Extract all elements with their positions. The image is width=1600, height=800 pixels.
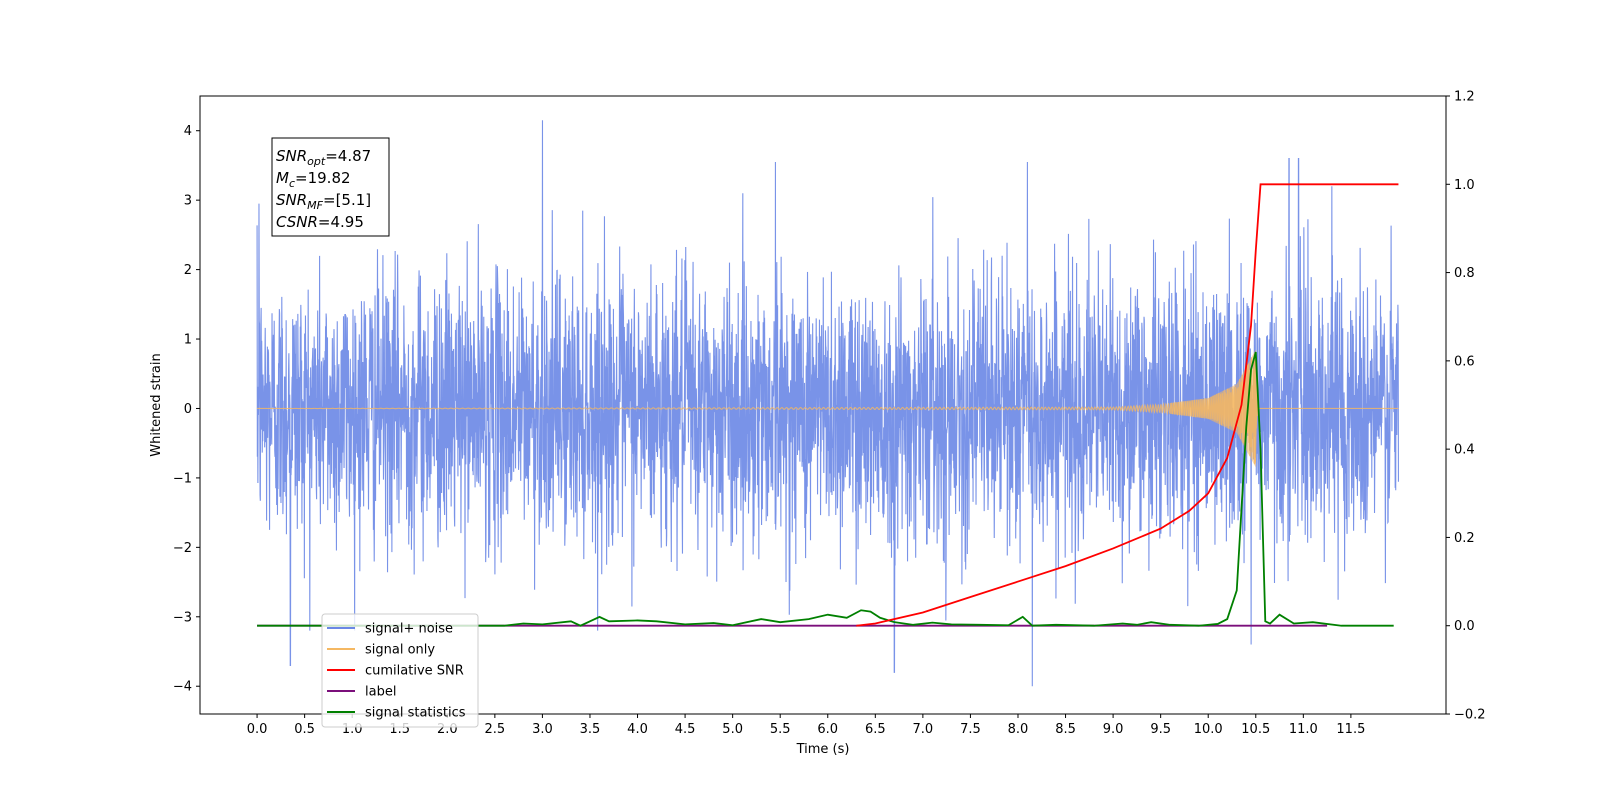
y-tick-label: 3 xyxy=(184,194,192,209)
y2-tick-label: 0.0 xyxy=(1454,619,1475,634)
y-axis-label: Whitened strain xyxy=(149,353,164,456)
annotation-line: Mc=19.82 xyxy=(276,169,351,190)
series-cumulative-snr xyxy=(856,183,1399,627)
annotation-line: SNRopt=4.87 xyxy=(276,147,371,168)
x-tick-label: 0.5 xyxy=(294,722,315,737)
x-tick-label: 8.5 xyxy=(1055,722,1076,737)
legend-label: label xyxy=(365,685,396,700)
annotation-line: SNRMF=[5.1] xyxy=(276,191,371,212)
signal-only-envelope xyxy=(1170,349,1258,468)
legend-label: cumilative SNR xyxy=(365,664,464,679)
x-tick-label: 4.0 xyxy=(627,722,648,737)
axes-frame xyxy=(199,95,1447,715)
x-tick-label: 9.5 xyxy=(1150,722,1171,737)
y2-tick-label: 0.6 xyxy=(1454,354,1475,369)
y-tick-label: 0 xyxy=(184,402,192,417)
legend-label: signal only xyxy=(365,643,435,658)
y-tick-label: 1 xyxy=(184,333,192,348)
y2-tick-label: 0.8 xyxy=(1454,266,1475,281)
y-tick-label: 2 xyxy=(184,263,192,278)
x-tick-label: 4.5 xyxy=(675,722,696,737)
x-tick-label: 6.5 xyxy=(865,722,886,737)
x-axis-label: Time (s) xyxy=(796,742,850,757)
x-tick-label: 0.0 xyxy=(247,722,268,737)
x-tick-label: 11.5 xyxy=(1336,722,1365,737)
x-tick-label: 11.0 xyxy=(1289,722,1318,737)
x-tick-label: 6.0 xyxy=(817,722,838,737)
series-signal-noise xyxy=(256,120,1399,687)
x-tick-label: 2.5 xyxy=(485,722,506,737)
y-tick-label: −3 xyxy=(173,610,192,625)
y2-tick-label: 0.4 xyxy=(1454,443,1475,458)
x-tick-label: 5.5 xyxy=(770,722,791,737)
x-tick-label: 7.5 xyxy=(960,722,981,737)
x-tick-label: 8.0 xyxy=(1008,722,1029,737)
y2-tick-label: 1.2 xyxy=(1454,90,1475,105)
x-tick-label: 10.0 xyxy=(1194,722,1223,737)
x-tick-label: 7.0 xyxy=(913,722,934,737)
annotation-frame xyxy=(271,137,390,237)
y2-tick-label: 0.2 xyxy=(1454,531,1475,546)
x-tick-label: 10.5 xyxy=(1241,722,1270,737)
annotation-line: CSNR=4.95 xyxy=(276,213,364,231)
y-tick-label: 4 xyxy=(184,124,192,139)
x-tick-label: 9.0 xyxy=(1103,722,1124,737)
y-tick-label: −2 xyxy=(173,541,192,556)
legend-label: signal+ noise xyxy=(365,622,453,637)
y-tick-label: −1 xyxy=(173,471,192,486)
x-tick-label: 3.0 xyxy=(532,722,553,737)
series-signal-statistics xyxy=(257,351,1394,627)
x-tick-label: 3.5 xyxy=(580,722,601,737)
legend-frame xyxy=(321,613,479,728)
y2-tick-label: 1.0 xyxy=(1454,178,1475,193)
x-tick-label: 5.0 xyxy=(722,722,743,737)
ticks-layer: 0.0 0.5 1.0 1.5 2.0 2.5 3.0 3.5 4.0 4.5 5.0 5.5 6.0 6… xyxy=(173,90,1486,738)
legend: signal+ noise signal only cumilative SNR la… xyxy=(321,613,479,728)
legend-label: signal statistics xyxy=(365,706,466,721)
y-tick-label: −4 xyxy=(173,680,192,695)
y2-tick-label: −0.2 xyxy=(1454,708,1486,723)
